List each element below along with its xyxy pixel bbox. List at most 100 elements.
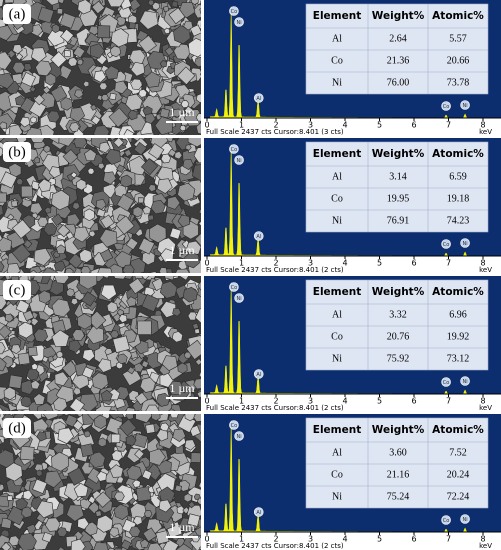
sem-grain — [111, 450, 123, 462]
table-header: Element — [313, 148, 361, 160]
sem-grain — [12, 61, 26, 74]
peak-label: Ni — [237, 296, 242, 302]
sem-grain — [175, 268, 190, 273]
sem-grain — [94, 491, 112, 508]
peak-label: Co — [231, 9, 238, 15]
sem-grain — [132, 479, 141, 488]
table-cell: Ni — [332, 353, 342, 364]
sem-grain — [0, 171, 18, 189]
sem-grain — [8, 374, 23, 389]
sem-grain — [64, 414, 71, 417]
peak-label: Ni — [237, 158, 242, 164]
sem-grain — [149, 223, 167, 244]
sem-grain — [173, 25, 191, 45]
x-axis-unit: keV — [479, 128, 492, 136]
peak-marker — [460, 514, 470, 524]
table-cell: 73.78 — [447, 77, 470, 88]
sem-grain — [70, 538, 86, 550]
sem-grain — [78, 393, 99, 411]
sem-grain — [93, 542, 109, 550]
sem-grain — [42, 85, 51, 95]
x-axis-unit: keV — [479, 266, 492, 274]
sem-grain — [194, 308, 201, 324]
sem-grain — [55, 244, 67, 254]
scale-bar-label: 1 µm — [169, 243, 195, 257]
peak-label: Co — [443, 518, 450, 524]
sem-grain — [54, 371, 69, 387]
table-header: Element — [313, 424, 361, 436]
sem-grain — [141, 276, 150, 281]
table-header: Weight% — [372, 424, 425, 436]
sem-grain — [20, 185, 33, 198]
table-cell: 19.18 — [447, 193, 470, 204]
sem-grain — [8, 124, 23, 135]
x-tick-label: 3 — [308, 397, 313, 406]
sem-grain — [156, 166, 174, 184]
sem-grain — [198, 480, 201, 489]
x-tick-label: 8 — [480, 535, 485, 544]
sem-grain — [125, 414, 134, 421]
sem-grain — [126, 465, 143, 481]
sem-grain — [51, 213, 64, 227]
table-cell: 20.66 — [447, 55, 470, 66]
sem-grain — [108, 527, 120, 538]
sem-grain — [145, 423, 156, 434]
sem-grain — [148, 271, 158, 273]
sem-grain — [138, 88, 148, 98]
table-cell: 74.23 — [447, 215, 470, 226]
table-cell: Al — [332, 309, 342, 320]
sem-grain — [130, 61, 145, 77]
sem-grain — [141, 293, 160, 313]
table-cell: Co — [331, 331, 343, 342]
x-tick-label: 6 — [411, 259, 416, 268]
table-cell: 6.96 — [449, 309, 467, 320]
x-tick-label: 1 — [239, 121, 244, 130]
sem-grain — [109, 464, 124, 478]
sem-grain — [196, 390, 201, 399]
sem-grain — [66, 288, 75, 298]
sem-grain — [145, 404, 160, 411]
sem-grain — [140, 157, 159, 176]
sem-grain — [47, 110, 61, 123]
sem-grain — [195, 358, 201, 366]
peak-marker — [234, 431, 244, 441]
sem-grain — [174, 484, 183, 493]
sem-grain — [57, 427, 75, 445]
sem-grain — [89, 230, 96, 238]
sem-grain — [29, 85, 37, 93]
sem-grain — [37, 216, 49, 227]
sem-grain — [155, 530, 170, 545]
table-cell: 20.76 — [387, 331, 410, 342]
sem-grain — [142, 205, 152, 215]
sem-grain — [23, 239, 33, 249]
x-tick-label: 2 — [273, 259, 278, 268]
sem-grain — [167, 148, 177, 158]
sem-grain — [0, 51, 13, 70]
sem-grain — [69, 122, 80, 132]
sem-grain — [159, 281, 178, 299]
peak-label: Co — [231, 423, 238, 429]
sem-grain — [96, 471, 107, 482]
sem-grain — [48, 138, 62, 144]
sem-grain — [37, 6, 55, 24]
sem-grain — [197, 280, 201, 291]
sem-grain — [51, 189, 70, 211]
sem-grain — [20, 395, 32, 408]
peak-marker — [460, 376, 470, 386]
sem-grain — [128, 526, 141, 538]
sem-grain — [67, 467, 86, 486]
sem-grain — [128, 277, 145, 295]
eds-footer: Full Scale 2437 cts Cursor:8.401 (3 cts) — [206, 128, 344, 136]
sem-grain — [97, 358, 112, 373]
sem-grain — [60, 28, 75, 43]
sem-grain — [186, 513, 201, 527]
sem-grain — [3, 386, 16, 401]
scale-bar-label: 1 µm — [169, 520, 195, 534]
peak-marker — [460, 238, 470, 248]
sem-grain — [90, 104, 98, 111]
peak-marker — [229, 144, 239, 154]
sem-grain — [70, 298, 79, 306]
sem-grain — [112, 335, 131, 354]
eds-footer: Full Scale 2437 cts Cursor:8.401 (2 cts) — [206, 542, 344, 550]
